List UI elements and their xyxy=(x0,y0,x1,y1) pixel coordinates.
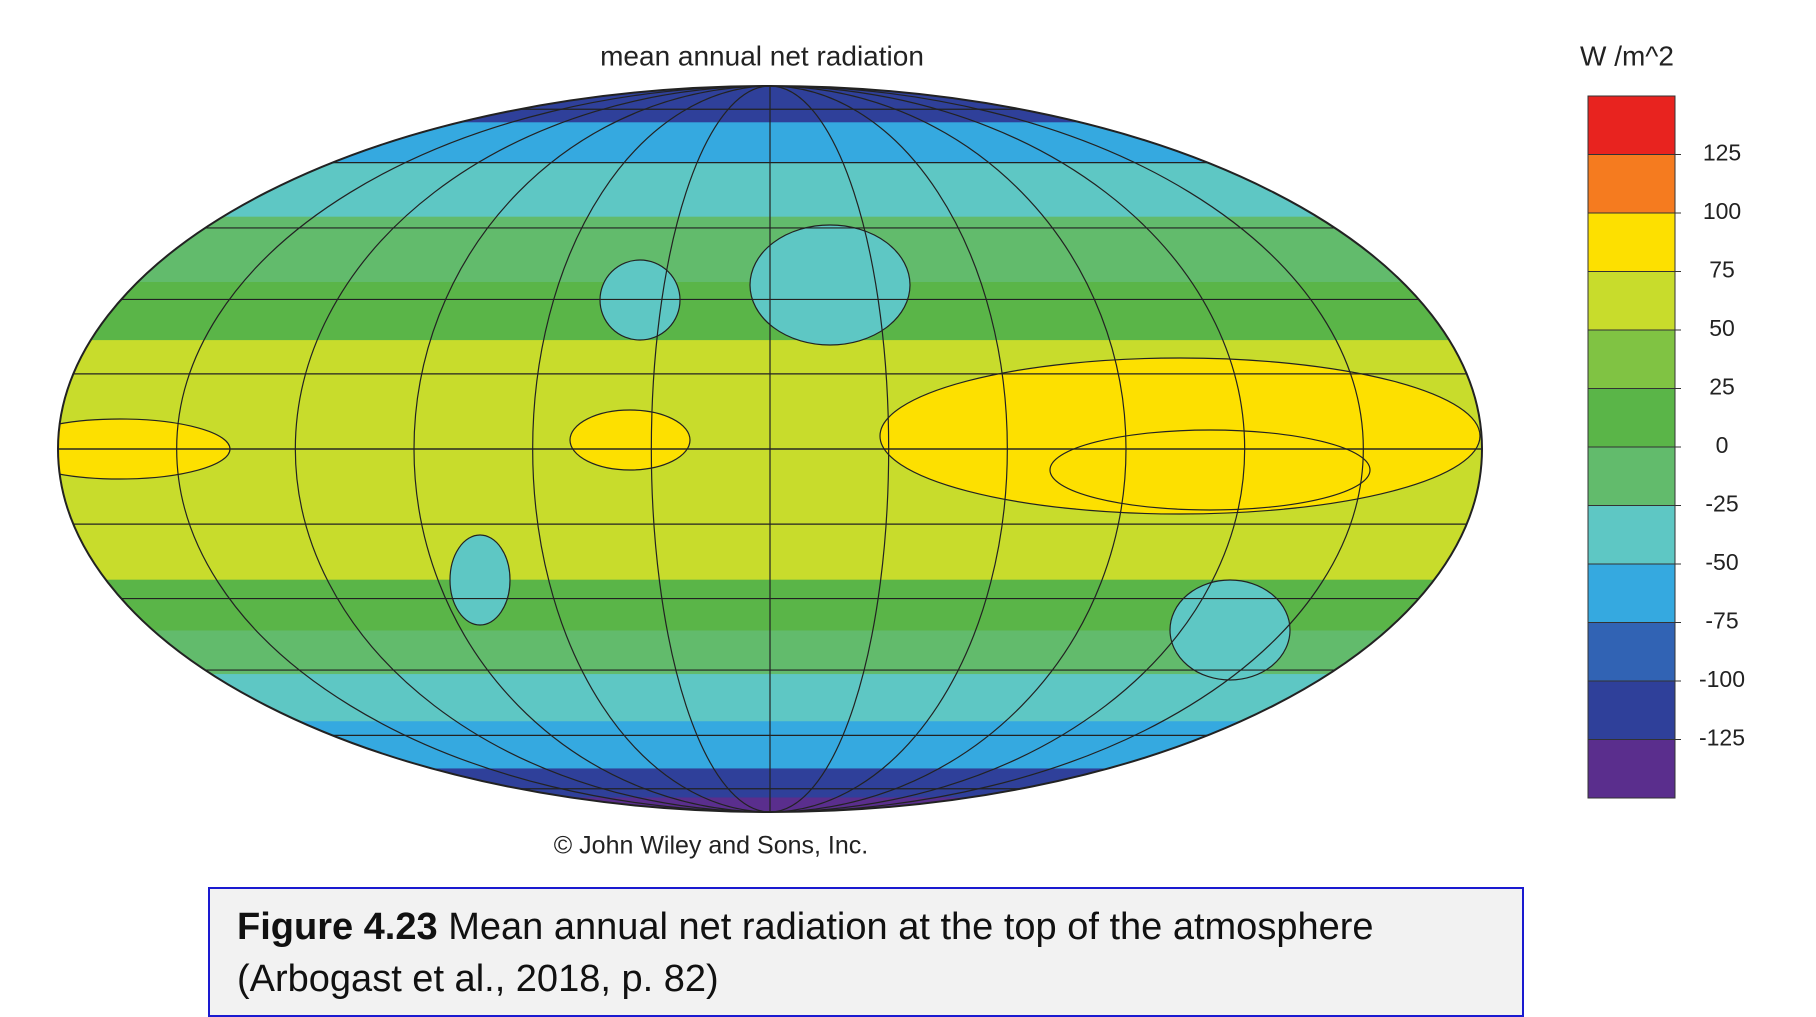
colorbar-tick-label: 50 xyxy=(1709,315,1735,341)
colorbar-tick-label: 0 xyxy=(1716,432,1729,458)
colorbar-tick-label: -125 xyxy=(1699,725,1745,751)
map-patch xyxy=(1169,579,1291,681)
caption-text: Mean annual net radiation at the top of … xyxy=(237,906,1374,1000)
colorbar-tick-label: -25 xyxy=(1705,491,1738,517)
colorbar-segment xyxy=(1587,563,1676,623)
graticule xyxy=(58,86,1482,812)
colorbar-segment xyxy=(1587,271,1676,331)
colorbar-tick-label: -50 xyxy=(1705,549,1738,575)
map-patch xyxy=(1049,429,1371,511)
colorbar-segment xyxy=(1587,388,1676,448)
colorbar-tick-label: 100 xyxy=(1703,198,1741,224)
colorbar: 125 100 75 50 25 0 -25 -50 -75 -100 -125 xyxy=(1587,95,1745,799)
caption: Figure 4.23 Mean annual net radiation at… xyxy=(208,887,1524,1017)
map-title: mean annual net radiation xyxy=(600,40,924,71)
map-patch xyxy=(569,409,691,471)
colorbar-segment xyxy=(1587,212,1676,272)
colorbar-segment xyxy=(1587,739,1676,799)
colorbar-unit: W /m^2 xyxy=(1580,40,1674,71)
colorbar-segment xyxy=(1587,622,1676,682)
colorbar-tick-label: 75 xyxy=(1709,257,1735,283)
map-outline xyxy=(57,85,1483,813)
colorbar-tick-label: -100 xyxy=(1699,666,1745,692)
colorbar-tick-label: 25 xyxy=(1709,374,1735,400)
colorbar-segment xyxy=(1587,95,1676,155)
colorbar-segment xyxy=(1587,154,1676,214)
colorbar-tick-label: -75 xyxy=(1705,608,1738,634)
figure: mean annual net radiation W /m^2 125 100 7… xyxy=(57,40,1745,860)
credit: © John Wiley and Sons, Inc. xyxy=(554,832,868,860)
colorbar-segment xyxy=(1587,680,1676,740)
colorbar-segment xyxy=(1587,505,1676,565)
colorbar-tick-label: 125 xyxy=(1703,140,1741,166)
colorbar-segment xyxy=(1587,446,1676,506)
caption-label: Figure 4.23 xyxy=(237,906,438,948)
map-patch xyxy=(749,224,911,346)
map-patch xyxy=(449,534,511,626)
colorbar-segment xyxy=(1587,329,1676,389)
